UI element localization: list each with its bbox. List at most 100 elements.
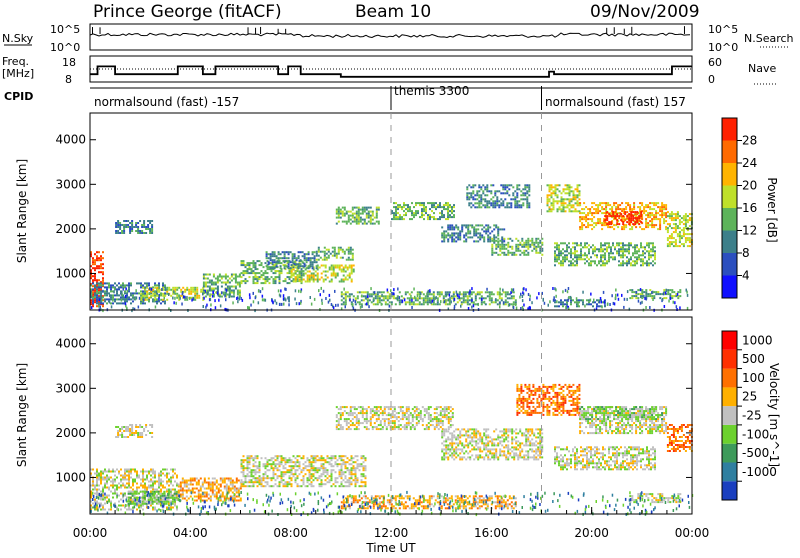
heatmap-cell — [610, 250, 612, 252]
heatmap-cell — [160, 475, 162, 477]
heatmap-cell — [523, 250, 525, 252]
heatmap-cell — [142, 287, 144, 289]
heatmap-cell — [504, 188, 506, 190]
heatmap-cell — [651, 224, 653, 226]
heatmap-cell — [190, 287, 192, 289]
heatmap-cell — [96, 493, 98, 495]
heatmap-cell — [671, 211, 673, 213]
heatmap-cell — [110, 290, 112, 292]
heatmap-cell — [683, 219, 685, 221]
heatmap-cell — [265, 471, 267, 473]
heatmap-cell — [610, 248, 612, 250]
heatmap-cell — [445, 303, 447, 305]
heatmap-cell — [114, 282, 116, 284]
heatmap-cell — [149, 228, 151, 230]
heatmap-cell — [279, 280, 281, 282]
heatmap-cell — [321, 287, 323, 290]
heatmap-cell — [589, 218, 591, 220]
heatmap-cell — [194, 500, 196, 502]
heatmap-cell — [251, 457, 253, 459]
heatmap-cell — [372, 213, 374, 215]
heatmap-cell — [354, 207, 356, 209]
heatmap-cell — [635, 295, 637, 297]
heatmap-cell — [164, 501, 166, 503]
heatmap-cell — [315, 275, 317, 277]
heatmap-cell — [100, 296, 102, 298]
heatmap-cell — [636, 211, 638, 213]
heatmap-cell — [158, 477, 160, 479]
heatmap-cell — [625, 206, 627, 208]
heatmap-cell — [208, 486, 210, 488]
heatmap-cell — [294, 253, 296, 255]
heatmap-cell — [263, 266, 265, 268]
heatmap-cell — [528, 204, 530, 206]
heatmap-cell — [253, 481, 255, 483]
heatmap-cell — [116, 290, 118, 292]
heatmap-cell — [473, 232, 475, 234]
heatmap-cell — [140, 302, 142, 304]
heatmap-cell — [573, 192, 575, 194]
heatmap-cell — [152, 295, 154, 297]
heatmap-cell — [411, 202, 413, 204]
heatmap-cell — [439, 212, 441, 214]
heatmap-cell — [675, 225, 677, 227]
heatmap-cell — [318, 247, 320, 249]
heatmap-cell — [337, 273, 339, 275]
heatmap-cell — [160, 481, 162, 483]
heatmap-cell — [262, 298, 264, 301]
heatmap-cell — [447, 208, 449, 210]
heatmap-cell — [415, 212, 417, 214]
heatmap-cell — [225, 276, 227, 278]
heatmap-cell — [566, 254, 568, 256]
heatmap-cell — [677, 211, 679, 213]
heatmap-cell — [489, 236, 491, 238]
heatmap-cell — [224, 496, 226, 498]
beam-title: Beam 10 — [355, 2, 431, 22]
heatmap-cell — [477, 232, 479, 234]
heatmap-cell — [114, 298, 116, 300]
heatmap-cell — [655, 212, 657, 214]
heatmap-cell — [267, 268, 269, 270]
heatmap-cell — [485, 291, 487, 293]
heatmap-cell — [520, 204, 522, 206]
heatmap-cell — [243, 473, 245, 475]
heatmap-cell — [210, 496, 212, 498]
heatmap-cell — [138, 306, 140, 309]
heatmap-cell — [526, 186, 528, 188]
heatmap-cell — [602, 248, 604, 250]
heatmap-cell — [657, 202, 659, 204]
heatmap-cell — [343, 303, 345, 305]
y-tick-label: 2000 — [55, 222, 86, 236]
heatmap-cell — [476, 194, 478, 196]
heatmap-cell — [502, 192, 504, 194]
heatmap-cell — [596, 299, 598, 301]
heatmap-cell — [130, 487, 132, 489]
heatmap-cell — [308, 267, 310, 269]
heatmap-cell — [282, 251, 284, 253]
heatmap-cell — [679, 237, 681, 239]
heatmap-cell — [291, 264, 293, 266]
heatmap-cell — [236, 488, 238, 490]
heatmap-cell — [529, 306, 531, 309]
heatmap-cell — [150, 499, 152, 501]
heatmap-cell — [643, 210, 645, 212]
heatmap-cell — [348, 217, 350, 219]
heatmap-cell — [98, 475, 100, 477]
heatmap-cell — [469, 303, 471, 305]
nsky-label: N.Sky — [2, 32, 34, 45]
heatmap-cell — [594, 246, 596, 248]
heatmap-cell — [120, 485, 122, 487]
heatmap-cell — [621, 294, 623, 297]
heatmap-cell — [238, 500, 240, 502]
heatmap-cell — [245, 282, 247, 284]
heatmap-cell — [192, 488, 194, 490]
heatmap-cell — [327, 271, 329, 273]
heatmap-cell — [649, 208, 651, 210]
heatmap-cell — [253, 475, 255, 477]
heatmap-cell — [425, 206, 427, 208]
heatmap-cell — [230, 490, 232, 492]
heatmap-cell — [451, 212, 453, 214]
heatmap-cell — [441, 293, 443, 295]
heatmap-cell — [597, 210, 599, 212]
heatmap-cell — [338, 251, 340, 253]
